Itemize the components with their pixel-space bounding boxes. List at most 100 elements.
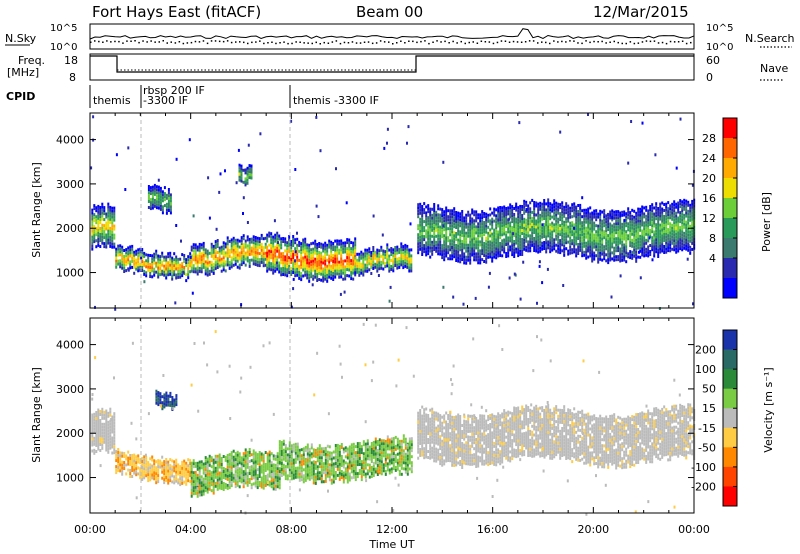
range-gate-cell [216, 484, 219, 488]
range-gate-cell [479, 222, 482, 226]
range-gate-cell [651, 258, 654, 262]
range-gate-cell [601, 240, 604, 244]
range-gate-cell [346, 259, 349, 263]
range-gate-cell [687, 239, 690, 243]
range-gate-cell [453, 216, 456, 220]
range-gate-cell [290, 119, 293, 123]
range-gate-cell [200, 255, 203, 259]
range-gate-cell [185, 279, 188, 283]
range-gate-cell [268, 483, 271, 487]
range-gate-cell [421, 211, 424, 214]
range-gate-cell [681, 245, 684, 249]
range-gate-cell [687, 227, 690, 231]
range-gate-cell [315, 115, 318, 119]
range-gate-cell [115, 259, 118, 263]
range-gate-cell [417, 242, 420, 246]
range-gate-cell [161, 196, 164, 200]
range-gate-cell [246, 235, 249, 239]
range-gate-cell [605, 259, 608, 263]
range-gate-cell [127, 249, 130, 253]
nave-tick-top: 60 [706, 54, 720, 67]
range-gate-cell [165, 255, 168, 259]
range-gate-cell [264, 463, 267, 466]
range-gate-cell [577, 246, 580, 249]
range-gate-cell [272, 247, 275, 251]
range-gate-cell [551, 221, 554, 225]
range-gate-cell [206, 460, 209, 464]
range-gate-cell [641, 211, 644, 215]
range-gate-cell [296, 255, 299, 259]
range-gate-cell [189, 480, 192, 484]
range-gate-cell [185, 467, 188, 471]
range-gate-cell [340, 275, 343, 279]
range-gate-cell [206, 255, 209, 259]
range-gate-cell [611, 216, 614, 220]
range-gate-cell [179, 263, 182, 267]
range-gate-cell [539, 240, 542, 244]
range-gate-cell [258, 469, 261, 472]
range-gate-cell [565, 241, 568, 245]
range-gate-cell [304, 252, 307, 256]
nsearch-point [315, 41, 317, 44]
range-gate-cell [637, 231, 640, 235]
range-gate-cell [663, 236, 666, 239]
range-gate-cell [507, 248, 510, 252]
range-gate-cell [278, 452, 281, 456]
range-gate-cell [260, 470, 263, 474]
range-gate-cell [493, 252, 496, 256]
range-gate-cell [406, 253, 409, 257]
range-gate-cell [194, 488, 197, 492]
range-gate-cell [320, 263, 323, 267]
range-gate-cell [248, 472, 251, 475]
range-gate-cell [645, 214, 648, 218]
range-gate-cell [481, 219, 484, 223]
range-gate-cell [262, 477, 265, 481]
range-gate-cell [687, 209, 690, 213]
range-gate-cell [538, 264, 541, 268]
range-gate-cell [629, 214, 632, 218]
range-gate-cell [545, 232, 548, 236]
range-gate-cell [537, 217, 540, 221]
range-gate-cell [691, 211, 694, 215]
range-gate-cell [254, 248, 257, 251]
range-gate-cell [149, 207, 152, 211]
range-gate-cell [489, 234, 492, 238]
range-gate-cell [661, 219, 664, 223]
range-gate-cell [639, 240, 642, 244]
range-gate-cell [599, 239, 602, 243]
range-gate-cell [505, 222, 508, 225]
range-gate-cell [218, 477, 221, 481]
range-gate-cell [240, 263, 243, 267]
range-gate-cell [515, 241, 518, 245]
range-gate-cell [284, 447, 287, 451]
range-gate-cell [477, 228, 480, 232]
range-gate-cell [567, 219, 570, 223]
range-gate-cell [318, 266, 321, 269]
range-gate-cell [685, 208, 688, 212]
range-gate-cell [497, 221, 500, 225]
range-gate-cell [230, 238, 233, 242]
range-gate-cell [679, 211, 682, 215]
range-gate-cell [101, 229, 104, 233]
range-gate-cell [511, 244, 514, 248]
range-gate-cell [169, 199, 172, 203]
range-gate-cell [677, 216, 680, 220]
range-gate-cell [93, 424, 96, 428]
range-gate-cell [153, 201, 156, 205]
range-gate-cell [254, 481, 257, 485]
range-gate-cell [473, 213, 476, 217]
range-gate-cell [258, 475, 261, 478]
range-gate-cell [649, 220, 652, 223]
range-gate-cell [547, 240, 550, 244]
range-gate-cell [165, 258, 168, 262]
range-gate-cell [306, 252, 309, 256]
range-gate-cell [657, 255, 660, 258]
range-gate-cell [543, 229, 546, 232]
range-gate-cell [479, 234, 482, 238]
range-gate-cell [226, 456, 229, 460]
range-gate-cell [545, 250, 548, 254]
range-gate-cell [181, 481, 184, 485]
range-gate-cell [593, 245, 596, 249]
range-gate-cell [457, 250, 460, 254]
range-gate-cell [137, 248, 140, 252]
